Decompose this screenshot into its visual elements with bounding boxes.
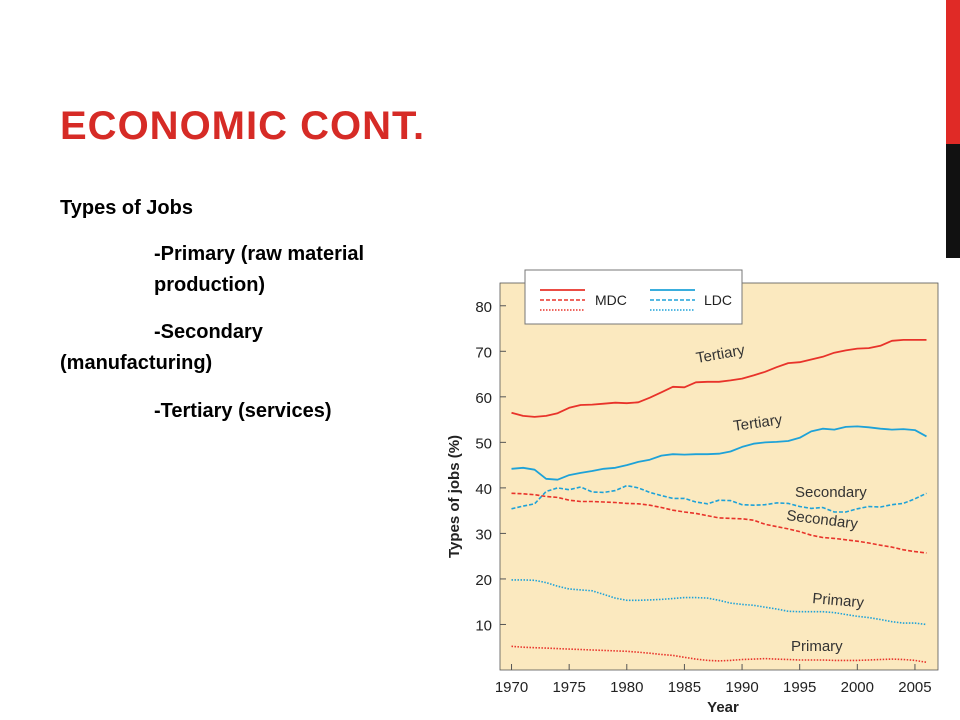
y-tick-label: 20	[475, 572, 492, 589]
chart-legend: MDC LDC	[524, 269, 743, 325]
series-ldc-secondary	[511, 484, 927, 513]
x-tick-label: 2005	[898, 679, 931, 696]
y-axis-label: Types of jobs (%)	[446, 435, 463, 558]
bullet-primary-continued: production)	[154, 274, 266, 296]
series-mdc-secondary	[511, 492, 927, 554]
series-mdc-tertiary	[511, 338, 927, 418]
x-tick-label: 1990	[725, 679, 758, 696]
series-mdc-primary	[511, 645, 927, 664]
y-tick-label: 60	[475, 390, 492, 407]
series-ldc-primary	[511, 579, 927, 626]
y-tick-label: 30	[475, 526, 492, 543]
bullet-heading: Types of Jobs	[60, 197, 193, 219]
curve-annotation: Secondary	[795, 484, 867, 501]
x-tick-label: 1975	[552, 679, 585, 696]
series-ldc-tertiary	[511, 425, 927, 481]
bullet-primary: -Primary (raw material	[154, 243, 365, 265]
x-tick-label: 2000	[841, 679, 874, 696]
bullet-secondary: -Secondary	[154, 321, 263, 343]
x-tick-label: 1980	[610, 679, 643, 696]
accent-bar-red	[946, 0, 960, 144]
accent-bar-dark	[946, 144, 960, 258]
curve-annotation: Primary	[812, 590, 865, 611]
bullet-secondary-continued: (manufacturing)	[60, 352, 213, 374]
x-tick-label: 1995	[783, 679, 816, 696]
legend-label: MDC	[595, 292, 627, 308]
y-tick-label: 10	[475, 617, 492, 634]
y-tick-label: 70	[475, 344, 492, 361]
curve-annotation: Tertiary	[732, 411, 784, 435]
curve-annotation: Primary	[791, 638, 843, 655]
slide-title: ECONOMIC CONT.	[60, 104, 426, 148]
bullet-tertiary: -Tertiary (services)	[154, 400, 332, 422]
legend-label: LDC	[704, 292, 732, 308]
x-tick-label: 1970	[495, 679, 528, 696]
y-tick-label: 50	[475, 435, 492, 452]
legend-box	[524, 269, 743, 325]
y-tick-label: 40	[475, 481, 492, 498]
x-axis-label: Year	[707, 699, 739, 716]
x-tick-label: 1985	[668, 679, 701, 696]
y-tick-label: 80	[475, 299, 492, 316]
